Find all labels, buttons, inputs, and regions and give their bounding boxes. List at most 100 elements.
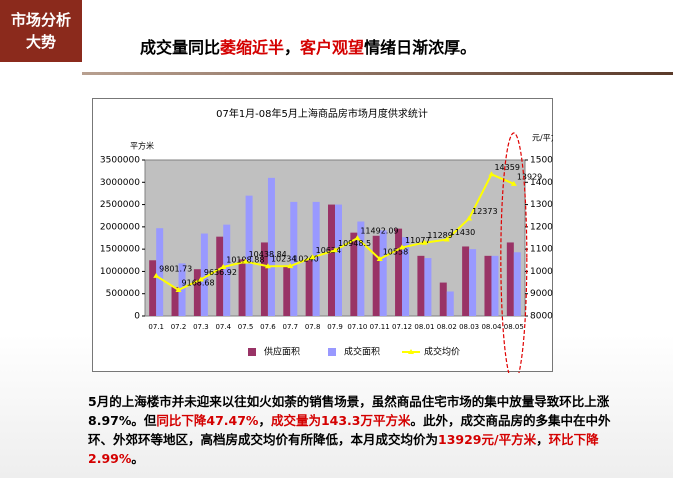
y2-tick-label: 13000 (530, 200, 553, 210)
data-label: 11289 (427, 231, 452, 240)
y-tick-label: 3000000 (100, 178, 140, 188)
divider (82, 72, 673, 75)
section-badge: 市场分析 大势 (0, 0, 82, 62)
bar (439, 282, 447, 316)
bar (238, 259, 246, 316)
text-run: 环比下降2.99% (88, 432, 599, 466)
x-tick-label: 08.04 (481, 323, 502, 331)
price-marker (153, 272, 160, 278)
bar (245, 195, 253, 316)
y-tick-label: 3500000 (100, 156, 140, 166)
y-tick-label: 1000000 (100, 267, 140, 277)
y2-tick-label: 12000 (530, 222, 553, 232)
x-tick-label: 07.12 (392, 323, 412, 331)
y2-tick-label: 11000 (530, 245, 553, 255)
price-marker (376, 255, 383, 261)
price-marker (264, 263, 271, 269)
data-label: 10240 (293, 255, 318, 264)
text-run: ， (258, 413, 271, 428)
data-label: 9801.73 (159, 264, 192, 273)
bar (491, 255, 499, 316)
price-marker (175, 286, 182, 292)
bar (260, 242, 268, 316)
data-label: 10234 (271, 255, 296, 264)
price-marker (332, 247, 338, 253)
x-tick-label: 08.03 (459, 323, 479, 331)
legend-label: 供应面积 (264, 346, 300, 358)
bar (200, 233, 208, 316)
data-label: 10948.5 (338, 239, 371, 248)
text-run: 情绪日渐浓厚。 (364, 38, 477, 57)
badge-line: 大势 (25, 33, 56, 51)
data-label: 14359 (494, 163, 519, 172)
bar (424, 258, 432, 316)
bar (402, 237, 410, 316)
x-tick-label: 08.05 (504, 323, 524, 331)
y2-axis-label: 元/平方米 (532, 133, 553, 143)
price-marker (443, 236, 450, 242)
bar (193, 269, 201, 316)
bar (216, 236, 224, 316)
y-tick-label: 500000 (106, 289, 141, 299)
price-marker (220, 263, 227, 269)
y2-tick-label: 9000 (530, 289, 553, 299)
y-tick-label: 2000000 (100, 222, 140, 232)
text-run: 成交量同比 (140, 38, 221, 57)
data-label: 9636.92 (204, 268, 237, 277)
price-marker (287, 263, 294, 269)
bar (417, 255, 425, 316)
y2-tick-label: 15000 (530, 156, 553, 166)
bar (171, 287, 179, 316)
bar (379, 230, 387, 316)
text-run: 成交量为143.3万平方米 (270, 413, 411, 428)
x-tick-label: 07.11 (370, 323, 390, 331)
y-tick-label: 0 (134, 312, 140, 322)
text-run: 。此外，成交商品房的多集中在中外环、外郊环等地区，高档房成交均价有所降低，本月成… (88, 413, 611, 447)
text-run: 。 (131, 451, 144, 466)
bar (335, 204, 342, 316)
bar (312, 201, 320, 316)
badge-line: 市场分析 (10, 11, 71, 29)
bar (357, 221, 365, 316)
bar (462, 246, 470, 316)
price-marker (309, 254, 316, 260)
data-label: 11492.09 (360, 227, 398, 236)
data-label: 11077 (405, 236, 430, 245)
price-marker (466, 215, 473, 221)
chart: 07年1月-08年5月上海商品房市场月度供求统计 平方米 元/平方米 0 5000… (92, 98, 567, 384)
x-tick-label: 07.4 (215, 323, 231, 331)
bar (446, 291, 454, 316)
y2-tick-label: 8000 (530, 312, 553, 322)
bar (350, 232, 358, 316)
x-tick-label: 07.7 (282, 323, 298, 331)
price-marker (242, 258, 249, 264)
price-marker (399, 244, 406, 250)
bar (372, 235, 380, 316)
legend-label: 成交面积 (344, 346, 380, 358)
legend-swatch (328, 348, 336, 356)
data-label: 9168.68 (182, 278, 215, 287)
x-tick-label: 07.10 (347, 323, 367, 331)
headline: 成交量同比萎缩近半，客户观望情绪日渐浓厚。 (140, 34, 476, 58)
y2-tick-label: 14000 (530, 178, 553, 188)
bar (178, 263, 186, 316)
price-marker (421, 239, 428, 245)
chart-title: 07年1月-08年5月上海商品房市场月度供求统计 (216, 107, 428, 120)
legend-label: 成交均价 (424, 346, 460, 358)
x-tick-label: 07.8 (305, 323, 321, 331)
bar (267, 177, 275, 316)
bar (469, 249, 477, 316)
y-tick-label: 1500000 (100, 245, 140, 255)
data-label: 10558 (383, 247, 408, 256)
bar (484, 255, 492, 316)
x-tick-label: 07.1 (148, 323, 164, 331)
data-label: 11430 (450, 228, 475, 237)
bar (506, 242, 514, 316)
data-label: 13929 (517, 172, 542, 181)
price-marker (354, 235, 361, 241)
text-run: 萎缩近半 (220, 38, 285, 57)
bar (513, 252, 521, 316)
x-tick-label: 07.6 (260, 323, 276, 331)
y2-tick-label: 10000 (530, 267, 553, 277)
